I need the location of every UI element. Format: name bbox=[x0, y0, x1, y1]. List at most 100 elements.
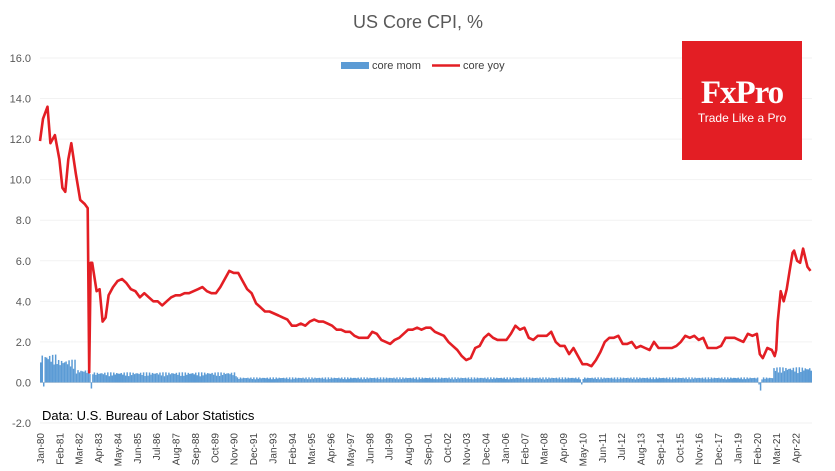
bar bbox=[639, 377, 641, 383]
bar bbox=[403, 378, 406, 383]
x-tick-label: Aug-13 bbox=[637, 433, 648, 466]
bar bbox=[473, 377, 476, 383]
bar bbox=[798, 367, 801, 383]
bar bbox=[205, 374, 207, 383]
bar bbox=[329, 378, 331, 383]
bar bbox=[437, 377, 440, 383]
bar bbox=[747, 378, 750, 383]
bar bbox=[573, 378, 576, 383]
bar bbox=[545, 377, 547, 383]
bar bbox=[358, 378, 361, 383]
bar bbox=[439, 378, 441, 383]
bar bbox=[271, 379, 273, 383]
bar bbox=[184, 372, 187, 383]
bar bbox=[409, 377, 412, 383]
bar bbox=[72, 368, 75, 383]
bar bbox=[209, 373, 212, 383]
y-tick-label: -2.0 bbox=[12, 418, 31, 430]
bar bbox=[273, 379, 276, 383]
bar bbox=[636, 377, 638, 383]
bar bbox=[734, 377, 736, 383]
bar bbox=[48, 355, 51, 383]
bar bbox=[806, 369, 808, 383]
brand-tagline: Trade Like a Pro bbox=[697, 111, 787, 125]
bar bbox=[104, 372, 106, 383]
bar bbox=[661, 377, 663, 383]
bar bbox=[580, 382, 583, 385]
bar bbox=[768, 377, 771, 383]
bar bbox=[698, 377, 701, 383]
bar bbox=[150, 374, 152, 383]
bar bbox=[539, 377, 541, 383]
bar bbox=[136, 373, 139, 383]
bar bbox=[221, 374, 224, 383]
bar bbox=[445, 377, 447, 383]
bar bbox=[744, 379, 747, 383]
bar bbox=[686, 379, 689, 383]
bar bbox=[130, 375, 133, 383]
bar bbox=[507, 379, 510, 383]
y-tick-label: 2.0 bbox=[16, 337, 31, 349]
bar bbox=[570, 377, 573, 383]
bar bbox=[770, 377, 772, 383]
bar bbox=[68, 360, 70, 383]
bar bbox=[594, 377, 596, 383]
bar bbox=[247, 377, 249, 383]
bar bbox=[780, 372, 783, 383]
bar bbox=[282, 377, 285, 383]
x-tick-label: Aug-87 bbox=[172, 433, 183, 466]
bar bbox=[180, 375, 182, 383]
bar bbox=[186, 374, 188, 383]
bar bbox=[619, 377, 622, 383]
bar bbox=[336, 378, 339, 383]
bar bbox=[563, 379, 565, 383]
bar bbox=[132, 372, 134, 383]
bar bbox=[74, 359, 76, 383]
bar bbox=[333, 377, 336, 383]
bar bbox=[341, 377, 343, 383]
bar bbox=[414, 378, 416, 383]
bar bbox=[774, 370, 777, 383]
bar bbox=[764, 378, 766, 383]
bar bbox=[269, 377, 272, 383]
bar bbox=[706, 379, 708, 383]
bar bbox=[551, 377, 553, 383]
x-tick-label: Nov-16 bbox=[695, 433, 706, 466]
bar bbox=[670, 379, 672, 383]
bar bbox=[360, 377, 362, 383]
bar bbox=[118, 373, 121, 383]
bar bbox=[241, 378, 243, 383]
bar bbox=[256, 377, 258, 383]
bar bbox=[676, 378, 678, 383]
bar bbox=[455, 378, 458, 383]
bar bbox=[189, 373, 191, 383]
bar bbox=[230, 372, 233, 383]
bar bbox=[703, 378, 705, 383]
bar bbox=[543, 379, 546, 383]
bar bbox=[265, 378, 267, 383]
bar bbox=[549, 378, 552, 383]
bar bbox=[113, 372, 115, 383]
bar bbox=[193, 374, 195, 383]
bar bbox=[449, 378, 452, 383]
bar bbox=[794, 371, 796, 383]
bar bbox=[177, 374, 179, 383]
x-tick-label: Oct-02 bbox=[443, 433, 454, 463]
bar bbox=[86, 372, 88, 383]
bar bbox=[291, 377, 294, 383]
bar bbox=[645, 378, 647, 383]
bar bbox=[621, 378, 623, 383]
bar bbox=[451, 377, 453, 383]
bar bbox=[57, 359, 60, 383]
bar bbox=[369, 377, 371, 383]
bar bbox=[434, 377, 437, 383]
bar bbox=[685, 377, 687, 383]
bar bbox=[566, 378, 568, 383]
bar bbox=[633, 377, 635, 383]
bar bbox=[117, 373, 119, 383]
bar bbox=[512, 377, 514, 383]
x-tick-label: Nov-03 bbox=[462, 433, 473, 466]
bar bbox=[724, 377, 726, 383]
bar bbox=[710, 377, 713, 383]
